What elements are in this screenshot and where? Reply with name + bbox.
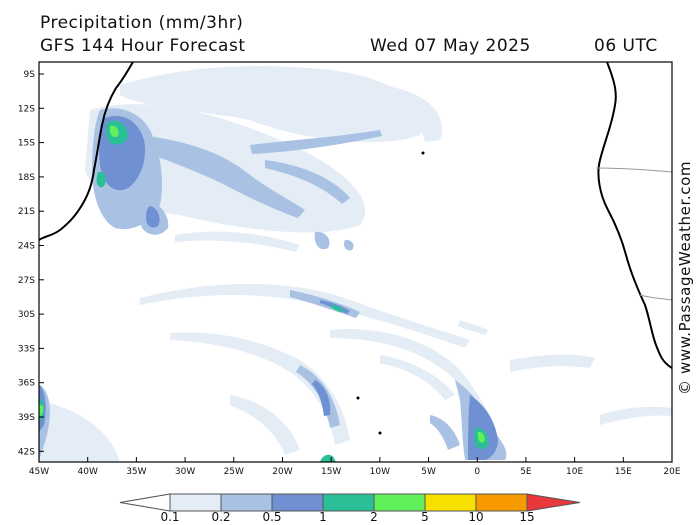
- lat-tick-label: 24S: [18, 242, 35, 252]
- lon-tick-label: 20E: [663, 467, 680, 477]
- lat-tick-label: 42S: [18, 447, 35, 457]
- copyright-credit: © www.PassageWeather.com: [676, 160, 694, 395]
- map-valid-date: Wed 07 May 2025: [370, 36, 531, 56]
- colorbar-max-arrow: [526, 493, 581, 512]
- colorbar-label: 5: [421, 510, 429, 524]
- country-borders: [595, 167, 672, 301]
- lat-tick-label: 27S: [18, 276, 35, 286]
- lat-tick-label: 33S: [18, 344, 35, 354]
- precipitation-field: [39, 65, 672, 462]
- lon-tick-label: 30W: [175, 467, 195, 477]
- islands: [356, 151, 425, 435]
- colorbar-label: 15: [519, 510, 534, 524]
- lon-tick-label: 25W: [224, 467, 244, 477]
- lon-tick-label: 0: [474, 467, 480, 477]
- colorbar-label: 1: [319, 510, 327, 524]
- colorbar-label: 0.2: [211, 510, 230, 524]
- colorbar-bin: [220, 493, 273, 512]
- colorbar-bin: [424, 493, 477, 512]
- colorbar-bin: [322, 493, 375, 512]
- colorbar-label: 2: [370, 510, 378, 524]
- lon-tick-label: 40W: [78, 467, 98, 477]
- colorbar-bin: [373, 493, 426, 512]
- coastline: [39, 62, 672, 369]
- lat-tick-label: 15S: [18, 139, 35, 149]
- longitude-axis: 45W 40W 35W 30W 25W 20W 15W 10W 5W 0 5E 10E 15E 20E: [29, 457, 681, 477]
- lat-tick-label: 21S: [18, 207, 35, 217]
- lon-tick-label: 45W: [29, 467, 49, 477]
- map-title-forecast: GFS 144 Hour Forecast: [40, 36, 246, 56]
- latitude-axis: 9S 12S 15S 18S 21S 24S 27S 30S 33S 36S 39S 42S: [18, 70, 44, 457]
- lat-tick-label: 39S: [18, 413, 35, 423]
- colorbar-bin: [169, 493, 222, 512]
- colorbar-label: 0.1: [160, 510, 179, 524]
- colorbar-bin: [475, 493, 528, 512]
- map-valid-time: 06 UTC: [594, 36, 658, 56]
- colorbar-label: 0.5: [262, 510, 281, 524]
- colorbar-label: 10: [468, 510, 483, 524]
- lat-tick-label: 18S: [18, 173, 35, 183]
- lon-tick-label: 10W: [370, 467, 390, 477]
- lon-tick-label: 10E: [566, 467, 583, 477]
- lat-tick-label: 36S: [18, 379, 35, 389]
- lon-tick-label: 5W: [421, 467, 436, 477]
- lon-tick-label: 15E: [615, 467, 632, 477]
- map-frame: [38, 61, 673, 463]
- lat-tick-label: 12S: [18, 104, 35, 114]
- colorbar-min-arrow: [119, 493, 171, 512]
- precipitation-colorbar: 0.1 0.2 0.5 1 2 5 10 15: [119, 493, 581, 524]
- lon-tick-label: 35W: [126, 467, 146, 477]
- colorbar-bin: [271, 493, 324, 512]
- lat-tick-label: 30S: [18, 310, 35, 320]
- lon-tick-label: 20W: [272, 467, 292, 477]
- lon-tick-label: 15W: [321, 467, 341, 477]
- map-title-variable: Precipitation (mm/3hr): [40, 13, 244, 33]
- lat-tick-label: 9S: [24, 70, 36, 80]
- lon-tick-label: 5E: [520, 467, 532, 477]
